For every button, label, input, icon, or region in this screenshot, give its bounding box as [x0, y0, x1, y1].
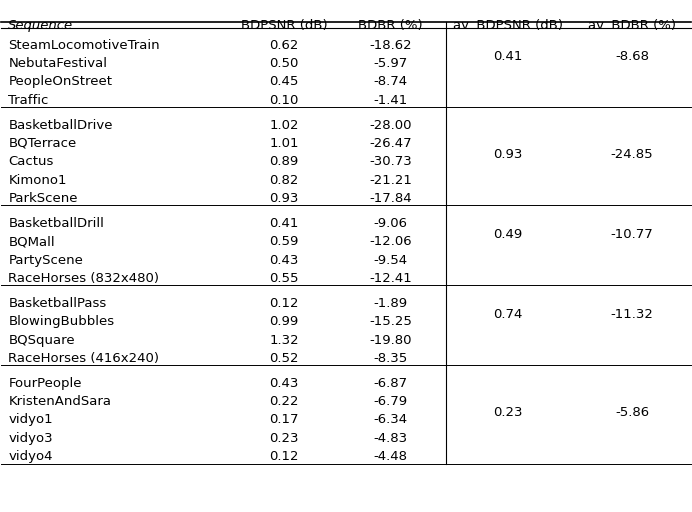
Text: BlowingBubbles: BlowingBubbles [8, 315, 114, 328]
Text: -8.68: -8.68 [615, 50, 649, 62]
Text: 0.62: 0.62 [269, 39, 299, 52]
Text: -8.35: -8.35 [374, 352, 408, 365]
Text: 0.52: 0.52 [269, 352, 299, 365]
Text: 0.82: 0.82 [269, 174, 299, 187]
Text: -30.73: -30.73 [370, 155, 412, 168]
Text: -10.77: -10.77 [610, 228, 653, 241]
Text: 0.10: 0.10 [269, 94, 299, 106]
Text: BQSquare: BQSquare [8, 333, 75, 347]
Text: ParkScene: ParkScene [8, 192, 78, 205]
Text: -4.48: -4.48 [374, 450, 408, 463]
Text: -21.21: -21.21 [370, 174, 412, 187]
Text: -28.00: -28.00 [370, 119, 412, 132]
Text: 0.23: 0.23 [269, 432, 299, 445]
Text: 0.12: 0.12 [269, 297, 299, 310]
Text: -1.41: -1.41 [374, 94, 408, 106]
Text: PartyScene: PartyScene [8, 253, 83, 267]
Text: vidyo3: vidyo3 [8, 432, 53, 445]
Text: BQMall: BQMall [8, 235, 55, 248]
Text: FourPeople: FourPeople [8, 377, 82, 390]
Text: Cactus: Cactus [8, 155, 54, 168]
Text: -9.54: -9.54 [374, 253, 408, 267]
Text: 0.89: 0.89 [269, 155, 298, 168]
Text: -26.47: -26.47 [370, 137, 412, 150]
Text: 0.49: 0.49 [493, 228, 522, 241]
Text: 0.23: 0.23 [493, 406, 522, 419]
Text: 0.93: 0.93 [493, 148, 522, 161]
Text: BasketballDrive: BasketballDrive [8, 119, 113, 132]
Text: 0.59: 0.59 [269, 235, 299, 248]
Text: 0.17: 0.17 [269, 414, 299, 426]
Text: -19.80: -19.80 [370, 333, 412, 347]
Text: 1.32: 1.32 [269, 333, 299, 347]
Text: Kimono1: Kimono1 [8, 174, 67, 187]
Text: BasketballPass: BasketballPass [8, 297, 107, 310]
Text: 0.99: 0.99 [269, 315, 298, 328]
Text: Sequence: Sequence [8, 19, 73, 32]
Text: 0.43: 0.43 [269, 253, 299, 267]
Text: -5.86: -5.86 [615, 406, 649, 419]
Text: KristenAndSara: KristenAndSara [8, 395, 111, 408]
Text: -18.62: -18.62 [370, 39, 412, 52]
Text: -12.41: -12.41 [370, 272, 412, 285]
Text: 0.22: 0.22 [269, 395, 299, 408]
Text: 0.41: 0.41 [269, 217, 299, 230]
Text: -1.89: -1.89 [374, 297, 408, 310]
Text: 0.43: 0.43 [269, 377, 299, 390]
Text: SteamLocomotiveTrain: SteamLocomotiveTrain [8, 39, 160, 52]
Text: 0.50: 0.50 [269, 57, 299, 70]
Text: -17.84: -17.84 [370, 192, 412, 205]
Text: BasketballDrill: BasketballDrill [8, 217, 104, 230]
Text: 0.45: 0.45 [269, 75, 299, 89]
Text: vidyo4: vidyo4 [8, 450, 53, 463]
Text: BDPSNR (dB): BDPSNR (dB) [241, 19, 327, 32]
Text: -4.83: -4.83 [374, 432, 408, 445]
Text: 0.93: 0.93 [269, 192, 299, 205]
Text: 0.55: 0.55 [269, 272, 299, 285]
Text: -6.79: -6.79 [374, 395, 408, 408]
Text: -12.06: -12.06 [370, 235, 412, 248]
Text: 0.74: 0.74 [493, 308, 522, 321]
Text: 0.41: 0.41 [493, 50, 522, 62]
Text: -8.74: -8.74 [374, 75, 408, 89]
Text: NebutaFestival: NebutaFestival [8, 57, 107, 70]
Text: -11.32: -11.32 [610, 308, 653, 321]
Text: BQTerrace: BQTerrace [8, 137, 77, 150]
Text: av. BDPSNR (dB): av. BDPSNR (dB) [453, 19, 563, 32]
Text: -15.25: -15.25 [370, 315, 412, 328]
Text: RaceHorses (832x480): RaceHorses (832x480) [8, 272, 159, 285]
Text: BDBR (%): BDBR (%) [358, 19, 423, 32]
Text: -6.87: -6.87 [374, 377, 408, 390]
Text: 1.02: 1.02 [269, 119, 299, 132]
Text: Traffic: Traffic [8, 94, 48, 106]
Text: 1.01: 1.01 [269, 137, 299, 150]
Text: vidyo1: vidyo1 [8, 414, 53, 426]
Text: RaceHorses (416x240): RaceHorses (416x240) [8, 352, 159, 365]
Text: -6.34: -6.34 [374, 414, 408, 426]
Text: av. BDBR (%): av. BDBR (%) [588, 19, 676, 32]
Text: -24.85: -24.85 [611, 148, 653, 161]
Text: PeopleOnStreet: PeopleOnStreet [8, 75, 112, 89]
Text: 0.12: 0.12 [269, 450, 299, 463]
Text: -5.97: -5.97 [374, 57, 408, 70]
Text: -9.06: -9.06 [374, 217, 408, 230]
